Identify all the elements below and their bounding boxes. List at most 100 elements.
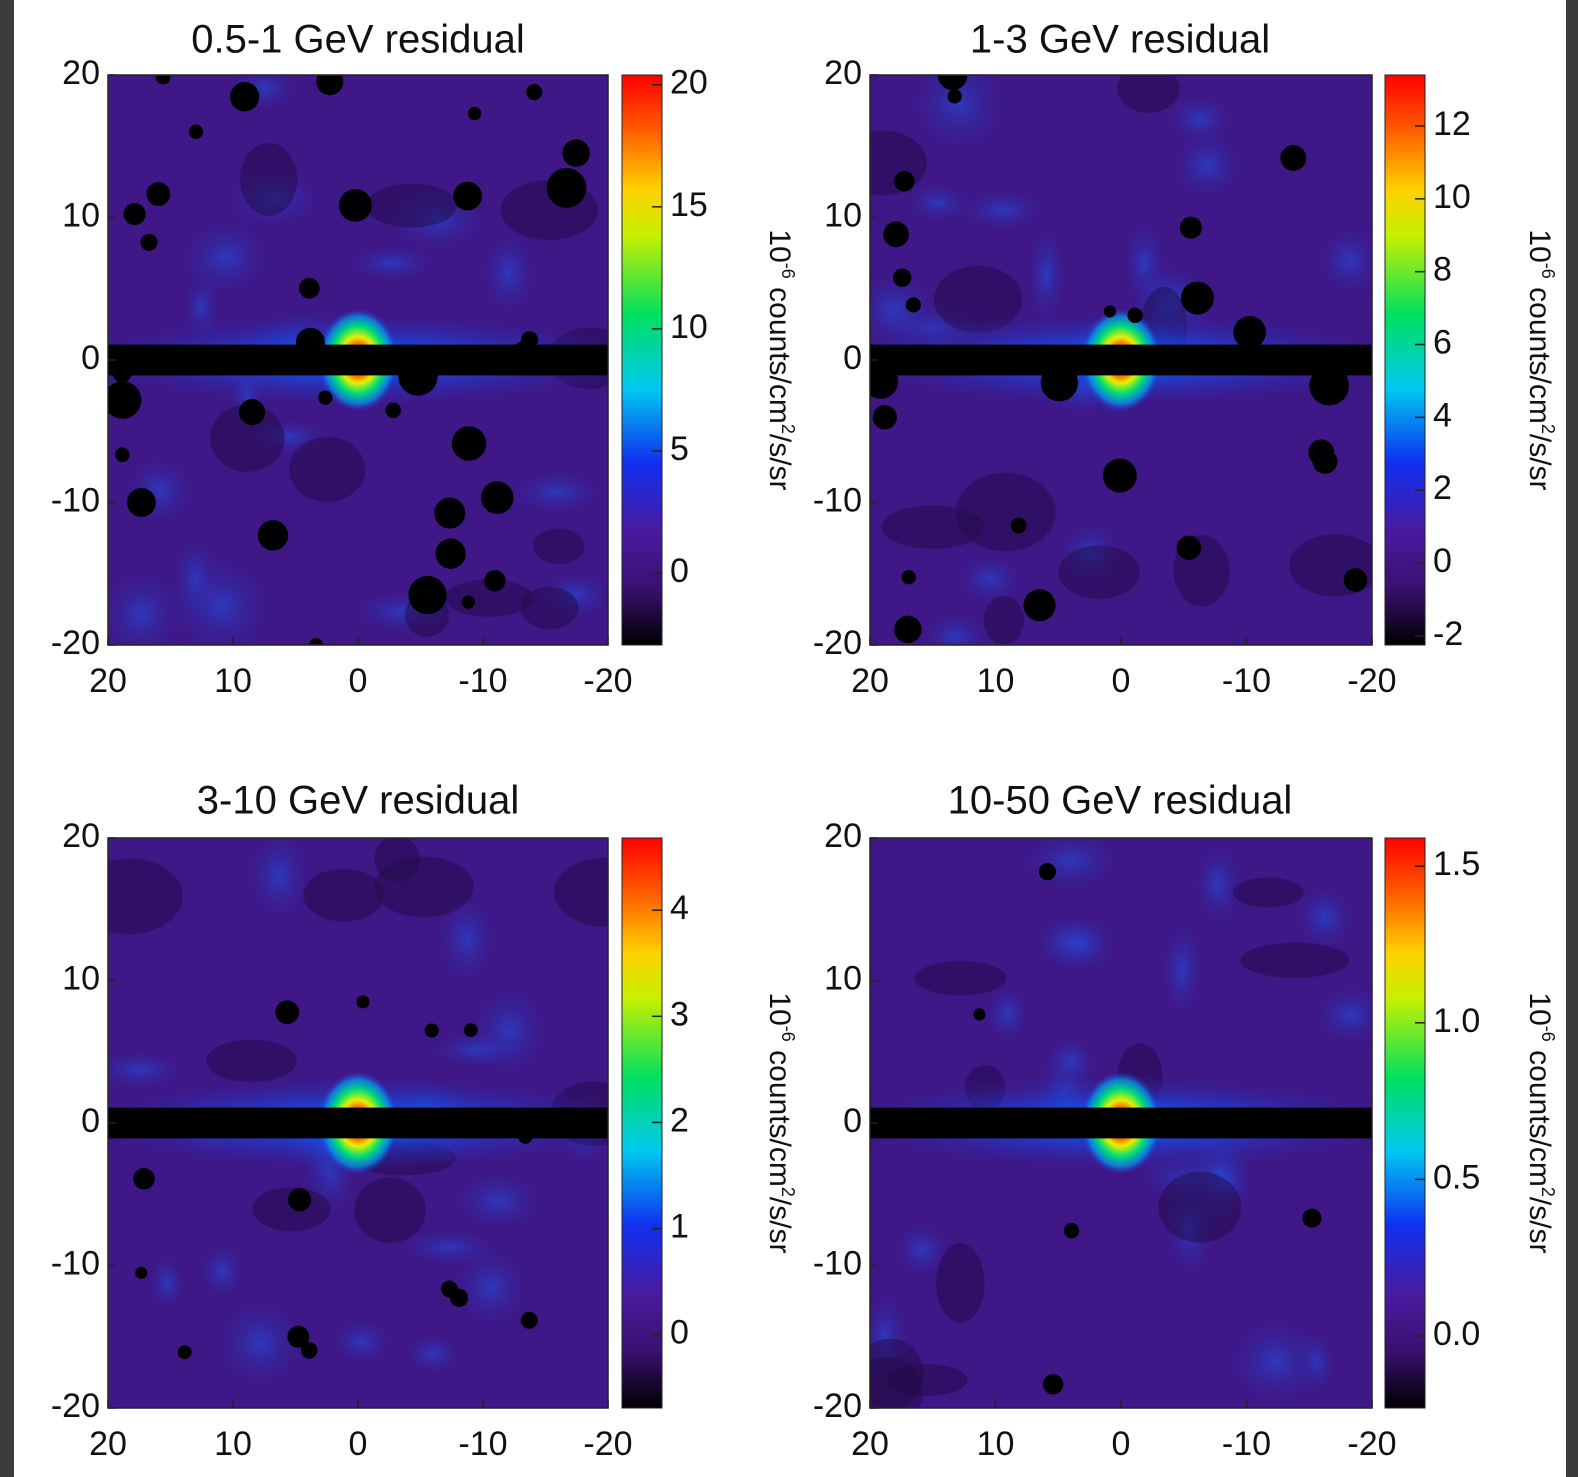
y-tick-label: -10 bbox=[813, 1244, 862, 1282]
y-tick-label: 20 bbox=[824, 817, 862, 855]
x-tick-label: -20 bbox=[1347, 662, 1396, 700]
map-dark bbox=[914, 961, 1007, 996]
y-tick-label: 20 bbox=[62, 54, 100, 92]
colorbar-label: 10-6 counts/cm2/s/sr bbox=[763, 229, 798, 490]
source-mask bbox=[140, 233, 158, 251]
y-tick-label: 10 bbox=[62, 196, 100, 234]
map-blob bbox=[917, 607, 994, 645]
map-blob bbox=[119, 449, 200, 532]
source-mask bbox=[112, 363, 132, 383]
panel-title: 3-10 GeV residual bbox=[197, 779, 519, 823]
source-mask bbox=[155, 75, 171, 85]
x-tick-label: 0 bbox=[349, 1425, 368, 1463]
x-tick-label: 10 bbox=[977, 662, 1015, 700]
label-base: 10 bbox=[763, 229, 796, 262]
map-dark bbox=[936, 1243, 985, 1323]
map-blob bbox=[422, 1028, 530, 1072]
map-dark bbox=[354, 1177, 426, 1243]
source-mask bbox=[1102, 458, 1137, 493]
map-dark bbox=[1117, 75, 1180, 113]
colorbar-tick-label: 15 bbox=[670, 186, 708, 224]
y-tick-label: -20 bbox=[51, 1387, 100, 1425]
colorbar-tick-label: 4 bbox=[670, 889, 689, 927]
colorbar-tick-label: -2 bbox=[1433, 615, 1463, 653]
source-mask bbox=[108, 381, 142, 419]
x-tick-label: -10 bbox=[1222, 1425, 1271, 1463]
map-blob bbox=[1157, 912, 1207, 1027]
label-unit: counts/cm bbox=[1523, 279, 1556, 424]
plane-mask bbox=[870, 344, 1372, 376]
map-dark bbox=[289, 436, 366, 502]
label-unit: counts/cm bbox=[1523, 1042, 1556, 1187]
x-tick-label: 10 bbox=[214, 662, 252, 700]
source-mask bbox=[894, 170, 915, 192]
y-tick-label: -10 bbox=[813, 481, 862, 519]
source-mask bbox=[484, 570, 506, 592]
source-mask bbox=[1280, 145, 1307, 171]
source-mask bbox=[295, 327, 325, 357]
source-mask bbox=[461, 595, 476, 609]
source-mask bbox=[872, 405, 897, 430]
x-tick-label: -20 bbox=[583, 662, 632, 700]
map-dark bbox=[881, 505, 985, 549]
y-tick-label: -20 bbox=[51, 624, 100, 662]
label-base: 10 bbox=[1523, 229, 1556, 262]
label-rest: /s/sr bbox=[1523, 1197, 1556, 1254]
source-mask bbox=[435, 538, 466, 569]
x-tick-label: -20 bbox=[583, 1425, 632, 1463]
label-unit-exp: 2 bbox=[778, 424, 798, 434]
x-tick-label: -10 bbox=[458, 662, 507, 700]
colorbar-label: 10-6 counts/cm2/s/sr bbox=[763, 992, 798, 1253]
colorbar-tick-label: 3 bbox=[670, 995, 689, 1033]
residual-map bbox=[870, 838, 1372, 1408]
label-unit-exp: 2 bbox=[778, 1187, 798, 1197]
source-mask bbox=[127, 488, 156, 517]
map-blob bbox=[1311, 220, 1372, 301]
x-tick-label: 0 bbox=[1112, 662, 1131, 700]
panel-title: 1-3 GeV residual bbox=[970, 18, 1270, 62]
colorbar bbox=[1384, 74, 1426, 646]
source-mask bbox=[1250, 349, 1275, 374]
source-mask bbox=[947, 89, 962, 104]
source-mask bbox=[870, 363, 899, 399]
label-unit: counts/cm bbox=[763, 1042, 796, 1187]
map-blob bbox=[1039, 909, 1124, 979]
map-blob bbox=[1220, 1309, 1331, 1408]
source-mask bbox=[356, 995, 370, 1009]
colorbar-tick-label: 5 bbox=[670, 430, 689, 468]
label-unit-exp: 2 bbox=[1538, 424, 1558, 434]
source-mask bbox=[385, 402, 401, 419]
colorbar-tick-label: 0 bbox=[670, 552, 689, 590]
map-blob bbox=[1189, 838, 1247, 934]
map-dark bbox=[366, 183, 458, 228]
source-mask bbox=[894, 615, 922, 644]
source-mask bbox=[133, 1167, 155, 1190]
panel-title: 10-50 GeV residual bbox=[948, 779, 1293, 823]
map-blob bbox=[1023, 217, 1070, 332]
map-blob bbox=[392, 1225, 507, 1269]
source-mask bbox=[238, 399, 266, 426]
source-mask bbox=[1010, 517, 1027, 534]
source-mask bbox=[973, 1008, 986, 1021]
source-mask bbox=[1343, 568, 1368, 592]
source-mask bbox=[449, 1288, 469, 1308]
source-mask bbox=[480, 481, 514, 515]
map-blob bbox=[503, 465, 608, 519]
map-blob bbox=[340, 241, 443, 285]
source-mask bbox=[316, 75, 344, 96]
source-mask bbox=[562, 139, 590, 167]
map-blob bbox=[194, 1237, 250, 1305]
label-exp: -6 bbox=[1538, 263, 1558, 279]
colorbar-tick-label: 1.5 bbox=[1433, 845, 1480, 883]
colorbar-tick-label: 0 bbox=[1433, 542, 1452, 580]
source-mask bbox=[115, 447, 130, 463]
x-tick-label: -10 bbox=[1222, 662, 1271, 700]
source-mask bbox=[1127, 307, 1143, 323]
source-mask bbox=[275, 1000, 300, 1025]
source-mask bbox=[892, 268, 912, 287]
map-blob bbox=[240, 838, 318, 929]
y-tick-label: 0 bbox=[843, 339, 862, 377]
residual-map bbox=[108, 75, 608, 645]
